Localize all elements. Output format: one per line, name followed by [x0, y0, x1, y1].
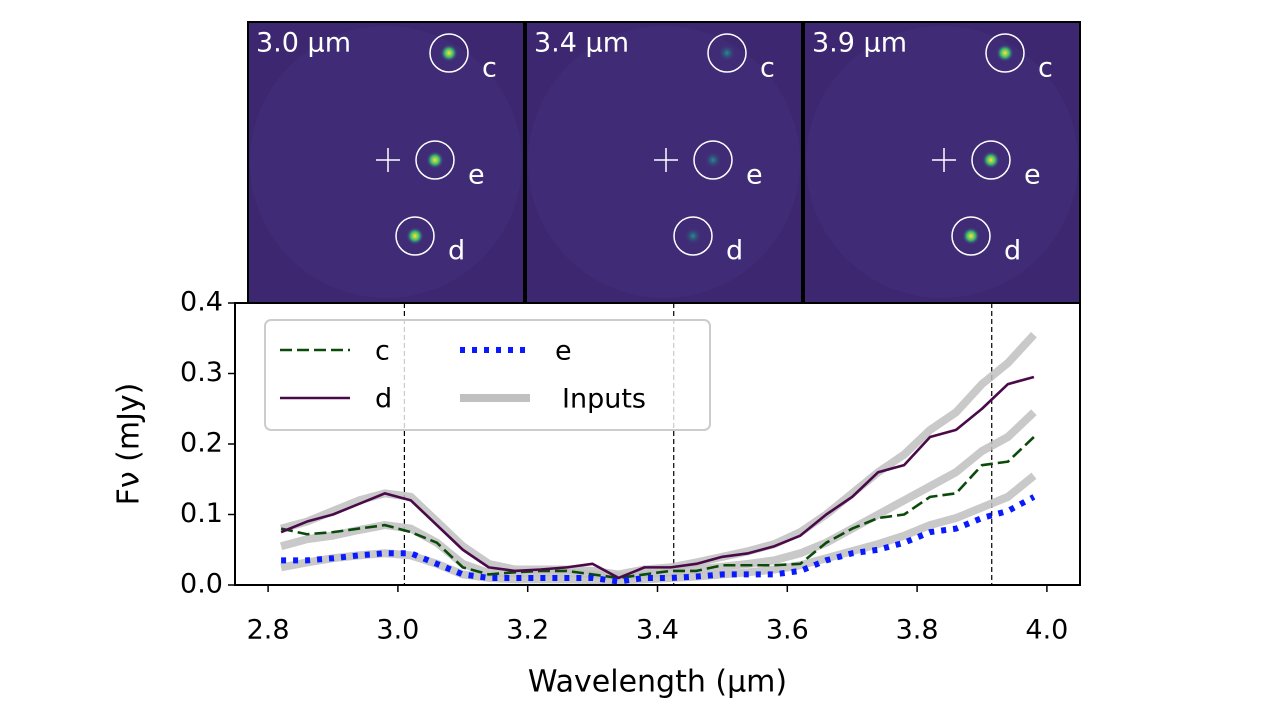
y-tick-label: 0.1 — [180, 498, 223, 529]
star-cross — [932, 148, 956, 172]
planet-circle — [395, 216, 435, 256]
planet-circle — [951, 216, 991, 256]
legend-label: e — [555, 336, 572, 367]
x-tick-label: 2.8 — [247, 615, 290, 646]
x-tick-label: 4.0 — [1025, 615, 1068, 646]
field-of-view — [806, 26, 1078, 298]
x-tick-label: 3.0 — [376, 615, 419, 646]
x-tick-label: 3.8 — [896, 615, 939, 646]
planet-label: d — [726, 236, 743, 267]
panel-label: 3.4 μm — [534, 28, 629, 59]
planet-blob — [982, 151, 1000, 169]
planet-blob — [996, 44, 1014, 62]
plot-frame — [234, 302, 1081, 586]
planet-circle — [985, 33, 1025, 73]
y-tick-label: 0.2 — [180, 428, 223, 459]
planet-blob — [718, 44, 736, 62]
x-axis-label: Wavelength (μm) — [528, 665, 787, 700]
planet-circle — [971, 140, 1011, 180]
star-cross — [376, 148, 400, 172]
x-tick-label: 3.2 — [506, 615, 549, 646]
y-tick-label: 0.3 — [180, 357, 223, 388]
input-line — [280, 472, 1037, 585]
y-axis-label: Fν (mJy) — [112, 383, 147, 506]
planet-blob — [962, 227, 980, 245]
planet-blob — [426, 151, 444, 169]
planet-blob — [704, 151, 722, 169]
y-tick-label: 0.4 — [180, 287, 223, 318]
planet-circle — [429, 33, 469, 73]
planet-circle — [707, 33, 747, 73]
x-tick-label: 3.6 — [766, 615, 809, 646]
star-cross — [654, 148, 678, 172]
planet-label: d — [1004, 236, 1021, 267]
planet-label: c — [482, 53, 497, 84]
planet-blob — [440, 44, 458, 62]
panel-label: 3.0 μm — [256, 28, 351, 59]
planet-blob — [684, 227, 702, 245]
planet-circle — [415, 140, 455, 180]
field-of-view — [528, 26, 800, 298]
field-of-view — [250, 26, 522, 298]
series-line — [281, 494, 1036, 585]
planet-label: e — [1024, 160, 1041, 191]
y-tick-label: 0.0 — [180, 569, 223, 600]
planet-circle — [693, 140, 733, 180]
planet-label: c — [1038, 53, 1053, 84]
legend-box — [264, 319, 711, 431]
planet-circle — [673, 216, 713, 256]
series-line — [280, 375, 1035, 580]
legend-label: Inputs — [562, 384, 646, 415]
legend-label: d — [375, 384, 392, 415]
planet-label: e — [468, 160, 485, 191]
planet-label: c — [760, 53, 775, 84]
planet-label: e — [746, 160, 763, 191]
panel-label: 3.9 μm — [812, 28, 907, 59]
planet-label: d — [448, 236, 465, 267]
series-line — [280, 436, 1035, 580]
x-tick-label: 3.4 — [636, 615, 679, 646]
planet-blob — [406, 227, 424, 245]
legend-label: c — [375, 336, 390, 367]
